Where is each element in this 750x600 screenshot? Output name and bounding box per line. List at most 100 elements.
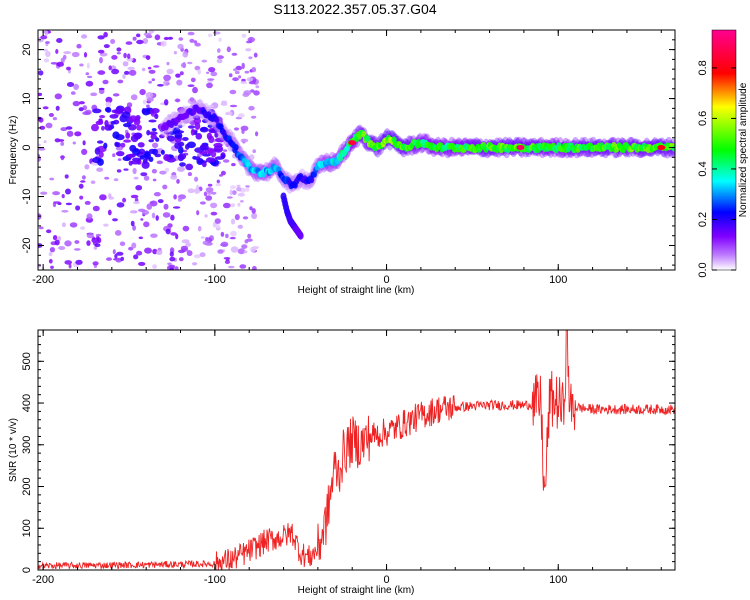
ridge-cell — [671, 145, 675, 152]
noise-blob — [94, 147, 101, 155]
noise-blob — [152, 248, 158, 255]
noise-blob — [170, 214, 175, 221]
y-tick-label: 10 — [21, 92, 33, 104]
noise-blob — [43, 58, 50, 63]
colorbar-label: Normalized spectral amplitude — [738, 82, 749, 217]
y-tick-label: 200 — [21, 477, 33, 495]
spectrogram-frame — [37, 29, 676, 271]
noise-blob — [236, 187, 242, 192]
noise-blob — [135, 185, 143, 191]
noise-blob — [185, 242, 192, 247]
y-tick-label: 20 — [21, 43, 33, 55]
noise-blob — [230, 246, 239, 253]
noise-blob — [205, 195, 213, 201]
noise-blob — [187, 172, 192, 177]
noise-blob — [54, 138, 61, 143]
noise-blob — [241, 244, 248, 250]
y-tick-label: 400 — [21, 394, 33, 412]
noise-blob — [52, 191, 60, 196]
noise-blob — [143, 175, 150, 181]
snr-series-line — [38, 330, 675, 570]
y-tick-label: -10 — [21, 189, 33, 205]
noise-blob — [103, 31, 108, 38]
noise-blob — [219, 174, 223, 177]
noise-blob — [105, 101, 112, 108]
noise-blob — [182, 118, 190, 124]
noise-blob — [92, 108, 102, 114]
noise-blob — [226, 46, 231, 53]
ridge-cell — [337, 155, 344, 162]
noise-blob — [78, 183, 84, 189]
noise-blob — [83, 52, 88, 58]
x-tick-label: 100 — [549, 274, 567, 286]
noise-blobs — [38, 30, 260, 270]
noise-blob — [217, 48, 221, 53]
noise-blob — [84, 200, 91, 205]
noise-blob — [179, 71, 184, 76]
noise-blob — [252, 149, 256, 154]
noise-blob — [121, 111, 131, 119]
noise-blob — [167, 135, 175, 142]
noise-blob — [203, 191, 208, 197]
noise-blob — [201, 161, 207, 168]
noise-blob — [193, 40, 198, 44]
noise-blob — [163, 154, 171, 161]
noise-blob — [243, 90, 252, 96]
noise-blob — [216, 58, 223, 64]
colorbar-tick-label: 0.4 — [697, 161, 709, 176]
noise-blob — [162, 212, 171, 218]
noise-blob — [212, 31, 221, 35]
noise-blob — [40, 35, 48, 40]
x-tick-label: -100 — [204, 574, 226, 586]
snr-frame — [37, 329, 676, 571]
noise-blob — [52, 117, 58, 121]
noise-blob — [180, 62, 187, 68]
noise-blob — [60, 127, 68, 132]
noise-blob — [112, 93, 120, 97]
noise-blob — [138, 261, 146, 266]
noise-blob — [130, 94, 138, 101]
noise-blob — [74, 240, 80, 244]
noise-blob — [217, 249, 224, 254]
noise-blob — [81, 175, 86, 180]
noise-blob — [174, 142, 182, 149]
noise-blob — [81, 34, 88, 39]
colorbar-ticks: 0.0 0.2 0.4 0.6 0.8 — [697, 60, 736, 278]
noise-blob — [229, 104, 238, 108]
noise-blob — [60, 155, 64, 161]
noise-blob — [156, 160, 163, 165]
noise-blob — [205, 157, 216, 163]
noise-blob — [38, 264, 42, 268]
noise-blob — [73, 83, 79, 90]
noise-blob — [102, 79, 109, 85]
noise-blob — [141, 67, 146, 72]
noise-blob — [115, 151, 125, 157]
noise-blob — [130, 210, 136, 214]
noise-blob — [60, 57, 65, 63]
noise-blob — [216, 223, 220, 229]
noise-blob — [177, 106, 185, 114]
noise-blob — [199, 151, 208, 155]
noise-blob — [234, 70, 240, 75]
noise-blob — [242, 216, 249, 220]
noise-blob — [194, 42, 201, 47]
noise-blob — [53, 201, 61, 204]
noise-blob — [255, 131, 259, 137]
noise-blob — [145, 92, 154, 99]
noise-blob — [192, 115, 201, 120]
noise-blob — [54, 239, 60, 246]
noise-blob — [46, 229, 52, 234]
noise-blob — [97, 35, 105, 40]
noise-blob — [245, 48, 252, 52]
noise-blob — [233, 68, 238, 72]
noise-blob — [123, 168, 129, 171]
dip-branch-cell — [297, 231, 304, 240]
noise-blob — [215, 137, 225, 143]
noise-blob — [220, 153, 226, 159]
noise-blob — [148, 69, 156, 74]
noise-blob — [132, 225, 137, 231]
noise-blob — [132, 167, 137, 175]
noise-blob — [43, 140, 47, 144]
